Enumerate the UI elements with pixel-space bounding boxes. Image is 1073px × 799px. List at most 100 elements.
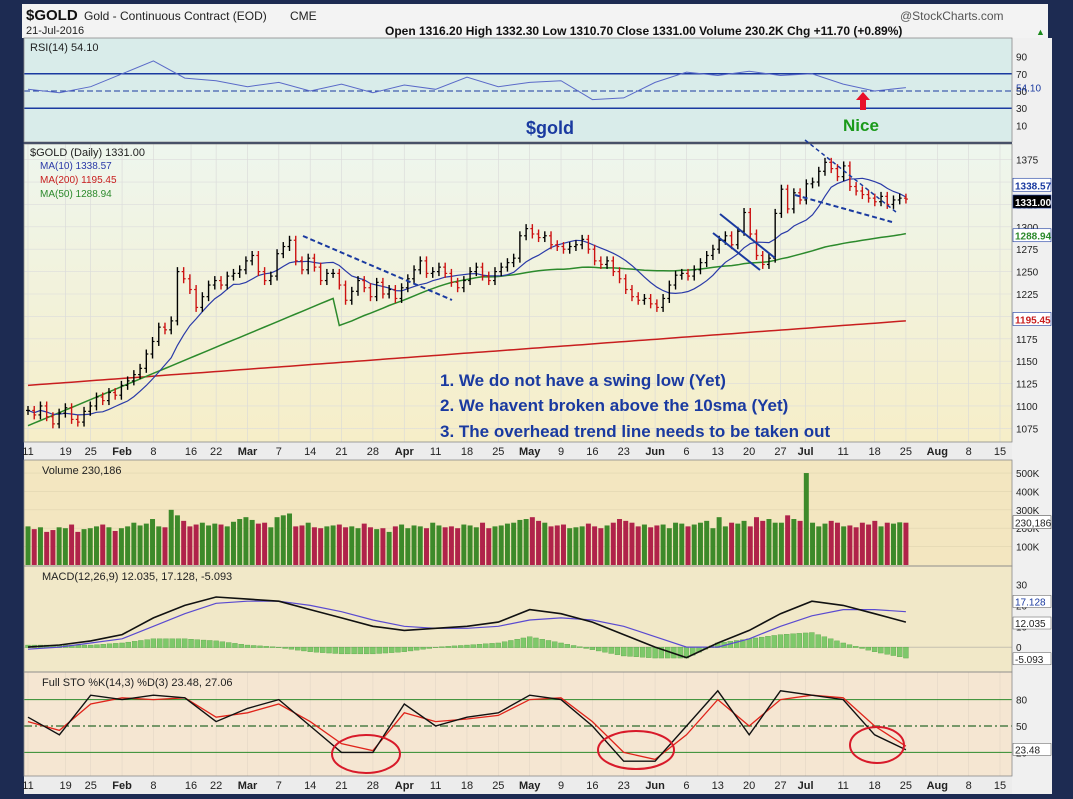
macd-hist-bar [432, 646, 439, 648]
volume-bar [853, 527, 859, 565]
macd-hist-bar [784, 634, 790, 648]
volume-bar [878, 526, 884, 565]
xtick-label: Jul [798, 780, 814, 792]
macd-last-label: -5.093 [1015, 655, 1044, 666]
macd-tick: 0 [1016, 643, 1022, 654]
volume-bar [56, 527, 62, 565]
volume-bar [455, 528, 461, 565]
volume-bar [517, 519, 523, 565]
macd-hist-bar [514, 639, 520, 648]
xtick-label: 16 [586, 780, 598, 792]
xtick-label: 18 [868, 446, 880, 458]
volume-bar [585, 523, 591, 565]
macd-hist-bar [489, 643, 495, 648]
macd-hist-bar [320, 646, 326, 653]
price-title: $GOLD (Daily) 1331.00 [30, 147, 145, 159]
volume-bar [25, 526, 31, 565]
xtick-label: 7 [276, 446, 282, 458]
volume-bar [355, 528, 361, 565]
xtick-label: Feb [112, 446, 132, 458]
volume-bar [810, 522, 816, 565]
macd-hist-bar [828, 638, 834, 648]
macd-hist-bar [658, 646, 665, 659]
price-tick: 1175 [1016, 335, 1038, 346]
volume-bar [106, 527, 112, 565]
volume-bar [442, 527, 448, 565]
macd-hist-bar [539, 639, 545, 648]
gold-annotation: $gold [526, 118, 574, 138]
macd-hist-bar [357, 646, 364, 655]
macd-hist-bar [81, 644, 88, 648]
volume-bar [697, 522, 703, 565]
macd-hist-bar [163, 638, 169, 648]
macd-hist-bar [746, 638, 752, 648]
macd-hist-bar [627, 646, 633, 657]
ohlc-readout: Open 1316.20 High 1332.30 Low 1310.70 Cl… [385, 24, 902, 38]
macd-hist-bar [188, 639, 194, 648]
flag-lower [712, 232, 761, 271]
macd-hist-bar [834, 640, 840, 648]
volume-bar [685, 526, 691, 565]
volume-bar [37, 527, 43, 565]
header-bar [22, 4, 1048, 38]
xtick-label: 18 [868, 780, 880, 792]
volume-bar [554, 525, 560, 565]
price-tick: 1100 [1016, 402, 1038, 413]
macd-hist-bar [865, 646, 871, 651]
macd-hist-bar [577, 646, 583, 648]
macd-hist-bar [483, 643, 489, 648]
xtick-label: 6 [683, 446, 689, 458]
macd-hist-bar [765, 636, 771, 648]
volume-bar [492, 526, 498, 565]
volume-bar [249, 519, 255, 565]
panel-border [23, 37, 1013, 143]
volume-bar [299, 525, 305, 565]
xtick-label: 25 [492, 780, 504, 792]
xtick-label: 25 [85, 446, 97, 458]
price-tick: 1075 [1016, 424, 1039, 435]
volume-bar [673, 522, 679, 565]
xtick-label: Mar [238, 446, 258, 458]
volume-tick: 100K [1016, 543, 1040, 554]
macd-hist-bar [106, 643, 113, 648]
volume-bar [772, 522, 778, 565]
price-tick: 1125 [1016, 380, 1038, 391]
volume-bar [629, 522, 635, 565]
macd-hist-bar [157, 638, 163, 648]
xtick-label: 14 [304, 780, 316, 792]
volume-bar [511, 522, 517, 565]
rsi-series [24, 60, 1012, 109]
sto-title: Full STO %K(14,3) %D(3) 23.48, 27.06 [42, 677, 233, 689]
price-series [26, 157, 908, 429]
price-panel [24, 144, 1012, 442]
macd-hist-bar [294, 646, 301, 651]
volume-bar [168, 509, 174, 565]
volume-bar [343, 527, 349, 565]
volume-bar [579, 526, 585, 565]
volume-bar [859, 522, 865, 565]
macd-hist-bar [326, 646, 332, 654]
xtick-label: Feb [112, 780, 132, 792]
macd-hist-bar [276, 646, 282, 648]
macd-hist-bar [790, 633, 796, 648]
volume-bar [729, 522, 735, 565]
macd-hist-bar [200, 639, 207, 648]
macd-hist-bar [307, 646, 313, 652]
macd-hist-bar [621, 646, 627, 657]
circle-jul [849, 726, 905, 764]
xtick-label: 22 [210, 780, 222, 792]
macd-title: MACD(12,26,9) 12.035, 17.128, -5.093 [42, 571, 232, 583]
macd-hist-bar [257, 645, 263, 648]
volume-bar [716, 517, 722, 565]
macd-hist-bar [395, 646, 401, 653]
macd-hist-bar [407, 646, 414, 652]
volume-bar [766, 519, 772, 565]
volume-bar [311, 527, 317, 565]
volume-bar [31, 529, 37, 565]
volume-bar [884, 522, 890, 565]
volume-bar [480, 522, 486, 565]
volume-bar [467, 525, 473, 565]
macd-hist-bar [602, 646, 608, 653]
volume-bar [866, 524, 872, 565]
volume-bar [735, 523, 741, 565]
